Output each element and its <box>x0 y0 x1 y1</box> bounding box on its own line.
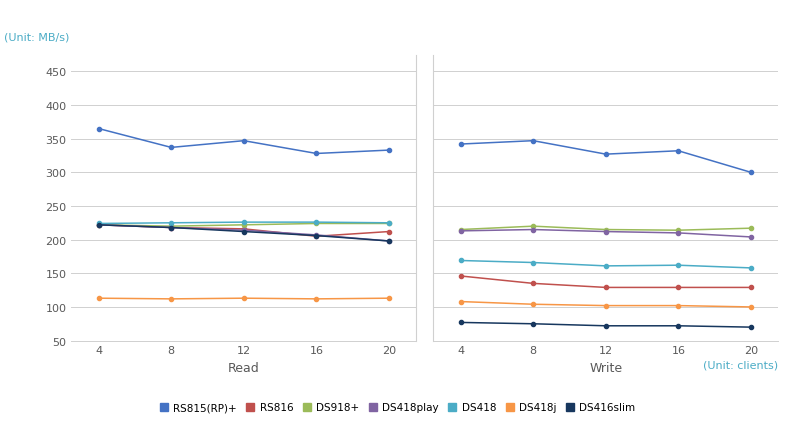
Legend: RS815(RP)+, RS816, DS918+, DS418play, DS418, DS418j, DS416slim: RS815(RP)+, RS816, DS918+, DS418play, DS… <box>154 398 640 417</box>
Text: (Unit: MB/s): (Unit: MB/s) <box>4 33 69 43</box>
Text: (Unit: clients): (Unit: clients) <box>703 360 778 370</box>
X-axis label: Read: Read <box>228 361 260 374</box>
X-axis label: Write: Write <box>589 361 622 374</box>
